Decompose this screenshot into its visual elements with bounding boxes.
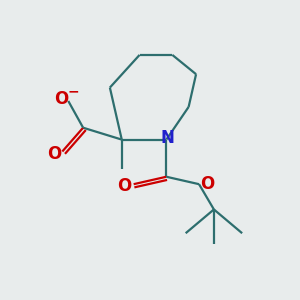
Text: N: N bbox=[161, 129, 175, 147]
Text: −: − bbox=[68, 84, 79, 98]
Text: O: O bbox=[118, 177, 132, 195]
Text: O: O bbox=[200, 175, 214, 193]
Text: O: O bbox=[54, 91, 68, 109]
Text: O: O bbox=[47, 146, 61, 164]
